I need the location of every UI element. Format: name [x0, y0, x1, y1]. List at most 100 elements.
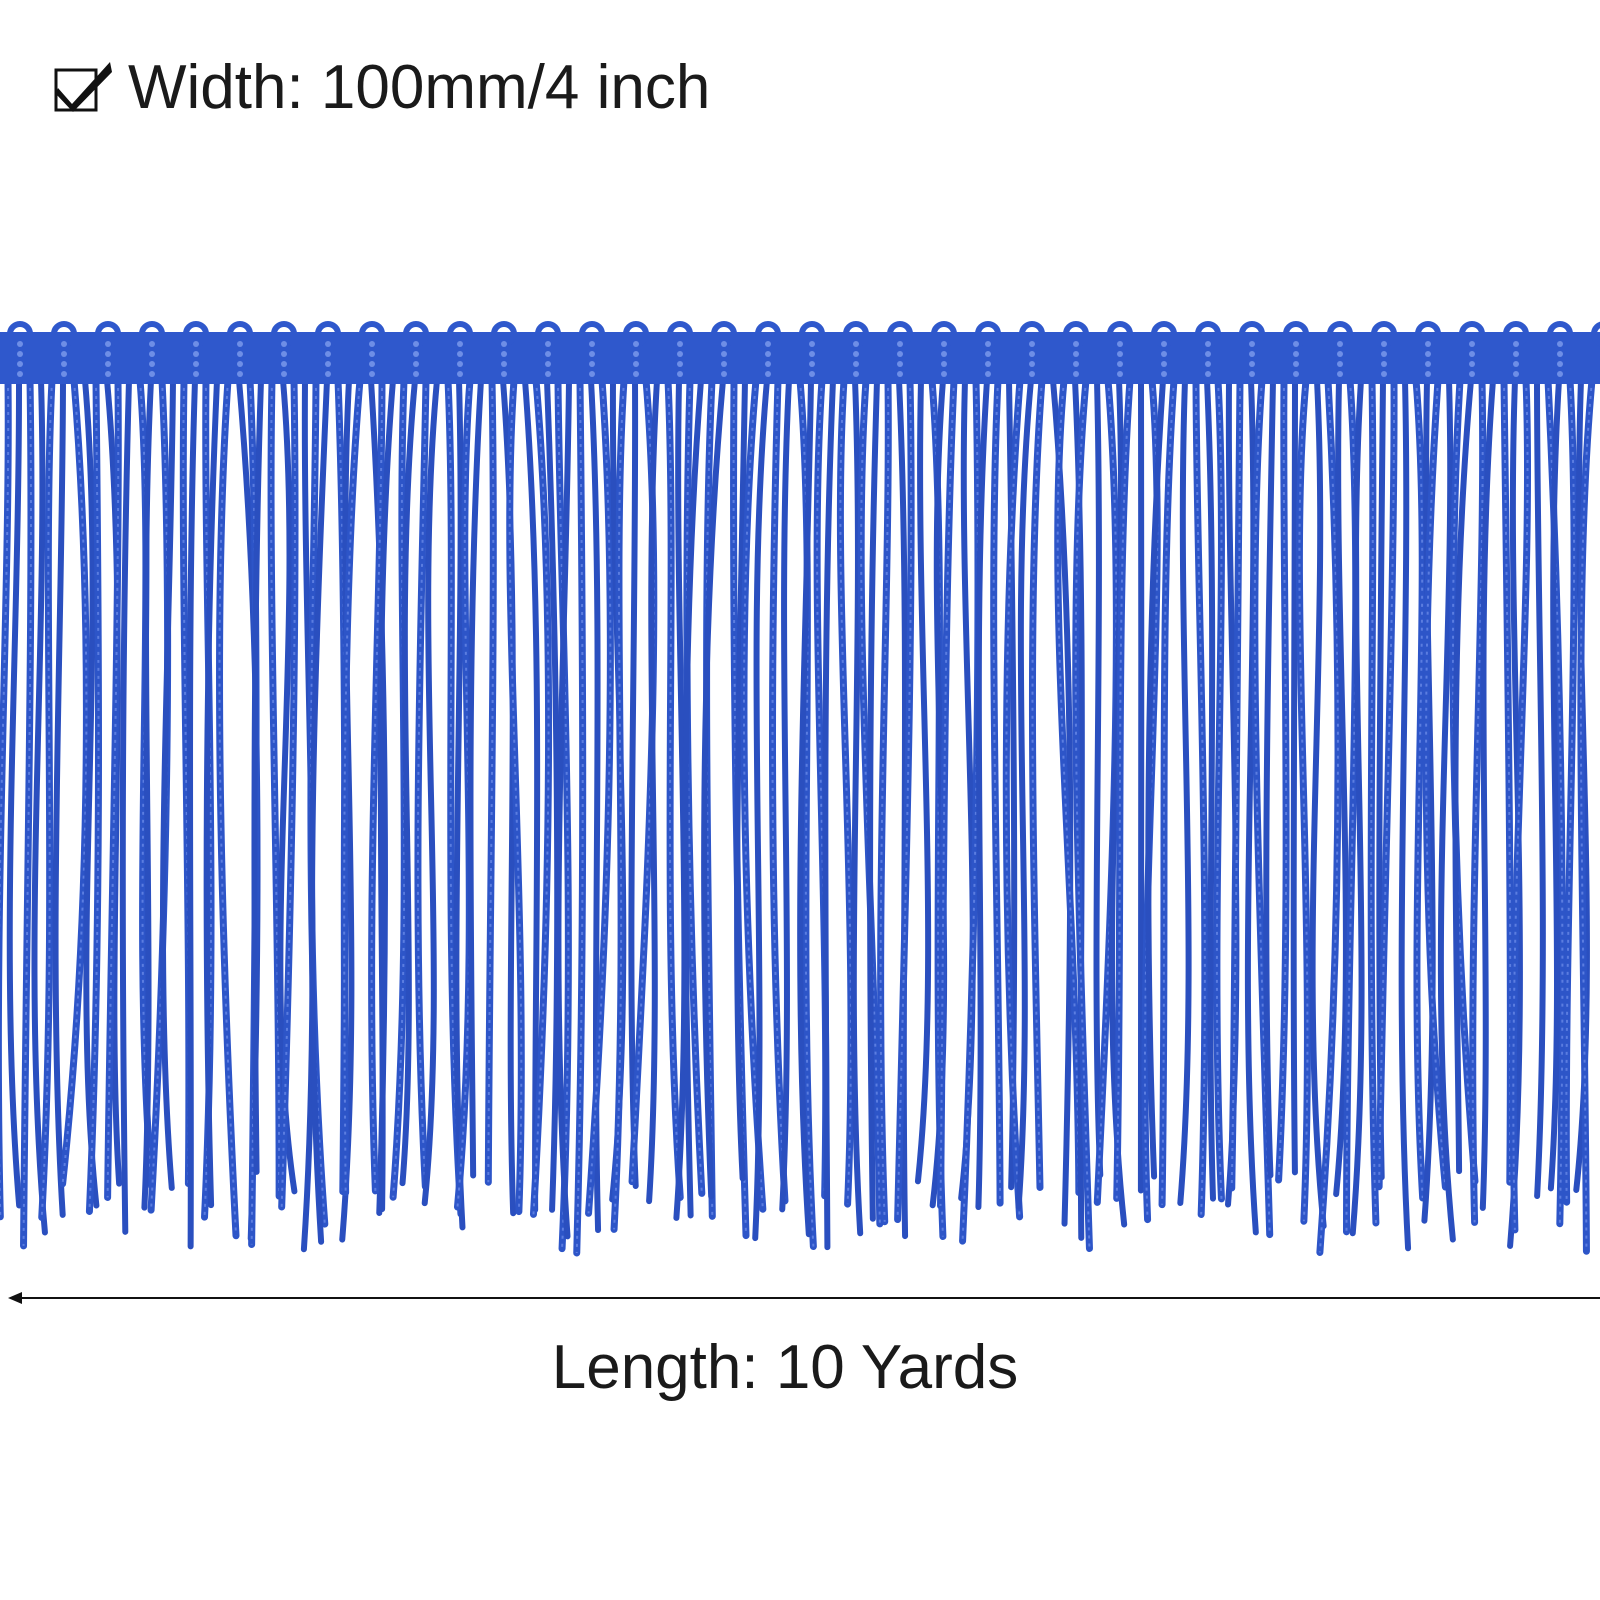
- header-stitch: [501, 361, 507, 367]
- header-stitch: [1557, 361, 1563, 367]
- header-stitch: [677, 361, 683, 367]
- fringe-strand: [52, 377, 66, 1218]
- header-stitch: [193, 361, 199, 367]
- header-stitch: [545, 341, 551, 347]
- header-stitch: [281, 371, 287, 377]
- strand-highlight: [392, 379, 406, 1198]
- header-stitch: [1117, 361, 1123, 367]
- fringe-strand: [141, 377, 154, 1211]
- fringe-strand: [340, 376, 364, 1197]
- header-stitch: [1073, 371, 1079, 377]
- header-stitch: [105, 371, 111, 377]
- header-stitch: [1073, 351, 1079, 357]
- header-stitch: [545, 351, 551, 357]
- header-stitch: [765, 371, 771, 377]
- header-stitch: [193, 341, 199, 347]
- header-stitch: [369, 351, 375, 357]
- header-stitch: [457, 351, 463, 357]
- header-stitch: [413, 341, 419, 347]
- strand-highlight: [61, 379, 88, 1184]
- width-check-icon: [54, 62, 112, 112]
- header-stitch: [1117, 351, 1123, 357]
- fringe-strand: [529, 376, 553, 1218]
- fringe-strand: [1137, 377, 1145, 1194]
- fringe-strand: [1158, 376, 1178, 1209]
- header-stitch: [1161, 371, 1167, 377]
- strand-highlight: [106, 379, 120, 1198]
- header-stitch: [105, 351, 111, 357]
- fringe-strand: [752, 377, 770, 1242]
- fringe-trim: [0, 321, 1600, 1257]
- header-stitch: [941, 341, 947, 347]
- fringe-strand: [1452, 377, 1474, 1175]
- strand-highlight: [22, 379, 32, 1246]
- strand-highlight: [1547, 379, 1564, 1224]
- fringe-strand: [990, 376, 1004, 1207]
- fringe-strand: [186, 377, 198, 1250]
- fringe-strand: [1290, 377, 1298, 1176]
- header-stitch: [1381, 341, 1387, 347]
- fringe-strand: [769, 376, 789, 1205]
- fringe-strand: [1295, 376, 1311, 1225]
- header-stitch: [1249, 341, 1255, 347]
- fringe-strand: [1093, 377, 1104, 1179]
- header-stitch: [457, 371, 463, 377]
- header-stitch: [809, 361, 815, 367]
- length-label: Length: 10 Yards: [552, 1333, 1019, 1402]
- header-stitch: [677, 371, 683, 377]
- strand-highlight: [1471, 379, 1484, 1223]
- header-stitch: [721, 361, 727, 367]
- fringe-strand: [31, 377, 48, 1236]
- header-stitch: [325, 371, 331, 377]
- header-stitch: [721, 371, 727, 377]
- header-stitch: [809, 351, 815, 357]
- fringe-strand: [682, 377, 704, 1219]
- fringe-strand: [1204, 377, 1216, 1202]
- fringe-strand: [1177, 377, 1192, 1206]
- header-stitch: [413, 361, 419, 367]
- fringe-strand: [628, 377, 639, 1190]
- fringe-strand: [585, 376, 614, 1217]
- header-stitch: [897, 361, 903, 367]
- header-stitch: [149, 341, 155, 347]
- fringe-strand: [6, 377, 23, 1209]
- header-stitch: [1425, 341, 1431, 347]
- fringe-strand: [850, 377, 864, 1237]
- header-stitch: [237, 361, 243, 367]
- header-stitch: [545, 371, 551, 377]
- strand-highlight: [879, 379, 890, 1222]
- fringe-strand: [1145, 377, 1166, 1180]
- fringe-strand: [836, 376, 855, 1208]
- strand-highlight: [1378, 379, 1396, 1187]
- fringe-strand: [453, 377, 466, 1231]
- strand-highlight: [1115, 379, 1131, 1199]
- fringe-strand: [1192, 376, 1209, 1219]
- fringe-strand: [701, 377, 726, 1200]
- header-stitch: [1161, 351, 1167, 357]
- length-arrow: [8, 1292, 1600, 1304]
- header-stitch: [325, 351, 331, 357]
- header-stitch: [369, 361, 375, 367]
- fringe-strand: [867, 377, 880, 1222]
- strand-highlight: [742, 379, 764, 1210]
- fringe-strand: [467, 377, 484, 1179]
- fringe-strand: [975, 377, 990, 1211]
- fringe-strand: [555, 377, 572, 1240]
- header-stitch: [721, 341, 727, 347]
- header-stitch: [985, 371, 991, 377]
- fringe-strand: [251, 377, 264, 1175]
- header-stitch: [1469, 351, 1475, 357]
- header-stitch: [281, 341, 287, 347]
- header-stitch: [17, 361, 23, 367]
- header-stitch: [17, 341, 23, 347]
- header-stitch: [1029, 371, 1035, 377]
- header-stitch: [1513, 371, 1519, 377]
- strand-highlight: [557, 379, 570, 1249]
- header-loop: [1591, 321, 1600, 347]
- fringe-strand: [1309, 377, 1327, 1230]
- fringe-strand: [377, 377, 396, 1213]
- header-stitch: [985, 341, 991, 347]
- strand-highlight: [270, 379, 281, 1197]
- fringe-strand: [203, 377, 220, 1209]
- header-stitch: [105, 361, 111, 367]
